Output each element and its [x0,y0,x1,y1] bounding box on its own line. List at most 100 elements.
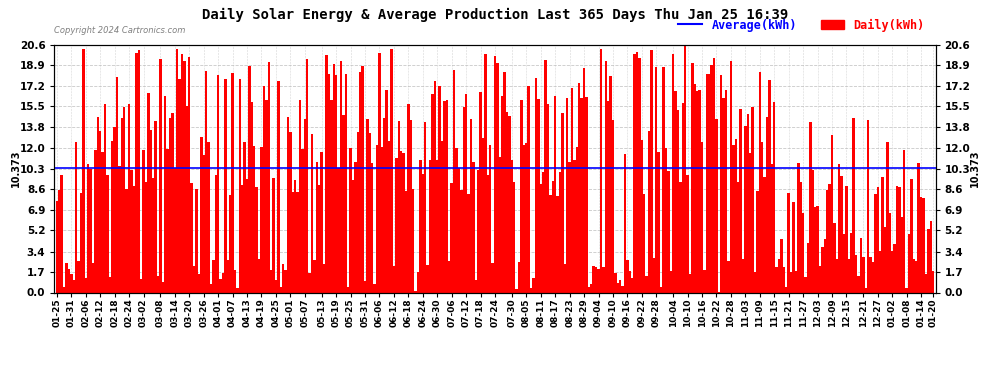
Bar [262,86,265,292]
Bar [554,96,556,292]
Bar [311,134,313,292]
Bar [930,221,932,292]
Bar [778,259,780,292]
Bar [644,194,645,292]
Bar [636,52,639,292]
Bar [270,270,272,292]
Bar [138,50,140,292]
Bar [501,96,504,292]
Bar [605,61,607,292]
Bar [265,100,267,292]
Bar [758,72,761,292]
Bar [809,122,812,292]
Bar [711,65,713,292]
Bar [563,264,566,292]
Bar [253,146,255,292]
Bar [227,260,229,292]
Bar [292,192,294,292]
Bar [927,229,930,292]
Bar [535,78,538,292]
Bar [631,278,634,292]
Bar [82,50,84,292]
Bar [681,103,684,292]
Bar [694,84,696,292]
Bar [272,178,275,292]
Bar [72,279,75,292]
Bar [872,262,874,292]
Bar [855,255,857,292]
Bar [316,162,318,292]
Bar [703,270,706,292]
Bar [583,68,585,292]
Bar [154,121,156,292]
Bar [351,180,354,292]
Bar [864,288,867,292]
Bar [330,100,333,292]
Bar [575,147,578,292]
Bar [63,286,65,292]
Bar [429,160,432,292]
Bar [544,60,546,292]
Bar [229,195,232,292]
Bar [713,58,715,292]
Bar [792,202,795,292]
Bar [467,194,469,292]
Bar [624,154,627,292]
Bar [580,98,583,292]
Bar [178,79,181,292]
Bar [645,276,647,292]
Bar [595,267,597,292]
Bar [371,163,373,292]
Bar [65,263,67,292]
Legend: Average(kWh), Daily(kWh): Average(kWh), Daily(kWh) [674,14,930,36]
Bar [133,186,135,292]
Bar [188,57,190,292]
Bar [220,279,222,292]
Bar [753,272,756,292]
Bar [518,262,521,292]
Bar [366,119,368,292]
Bar [469,119,472,292]
Bar [398,121,400,292]
Bar [349,148,351,292]
Bar [400,151,402,292]
Bar [378,54,380,292]
Bar [477,170,479,292]
Bar [333,64,335,292]
Bar [751,107,753,292]
Bar [619,280,622,292]
Bar [123,106,126,292]
Bar [474,280,477,292]
Bar [889,213,891,292]
Bar [763,177,766,292]
Bar [388,141,390,292]
Bar [246,179,248,292]
Bar [169,117,171,292]
Bar [634,54,636,292]
Bar [701,142,703,292]
Bar [356,132,359,292]
Bar [441,141,444,292]
Bar [92,263,94,292]
Bar [128,104,131,292]
Bar [89,169,92,292]
Bar [183,61,186,292]
Bar [915,261,918,292]
Bar [881,177,884,292]
Bar [402,153,405,292]
Bar [737,182,740,292]
Bar [87,164,89,292]
Bar [600,49,602,292]
Bar [578,83,580,292]
Bar [884,228,886,292]
Bar [824,239,826,292]
Bar [299,100,301,292]
Bar [592,267,595,292]
Bar [571,88,573,292]
Bar [706,74,708,292]
Bar [101,152,104,292]
Bar [660,287,662,292]
Bar [756,190,758,292]
Bar [383,118,385,292]
Bar [730,62,733,292]
